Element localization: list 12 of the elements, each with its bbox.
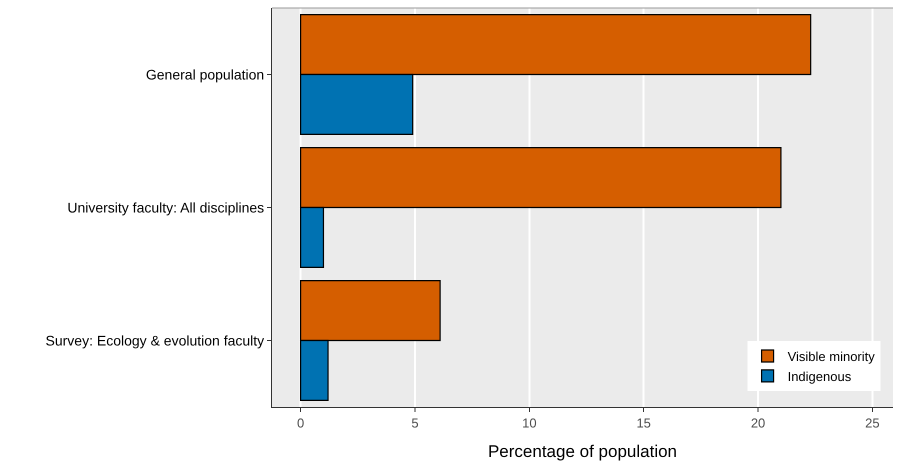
y-tick-label: Survey: Ecology & evolution faculty (46, 332, 264, 348)
x-tick-label: 20 (750, 416, 766, 431)
x-axis-title: Percentage of population (488, 442, 678, 461)
x-tick-label: 15 (636, 416, 651, 431)
y-tick-label: General population (146, 66, 264, 82)
legend-label: Indigenous (788, 368, 852, 384)
x-tick-label: 0 (296, 416, 304, 431)
x-tick-label: 25 (865, 416, 880, 431)
legend-label: Visible minority (788, 349, 876, 364)
x-tick-label: 5 (411, 416, 419, 431)
x-tick-label: 10 (522, 416, 537, 431)
y-tick-label: University faculty: All disciplines (67, 199, 264, 216)
